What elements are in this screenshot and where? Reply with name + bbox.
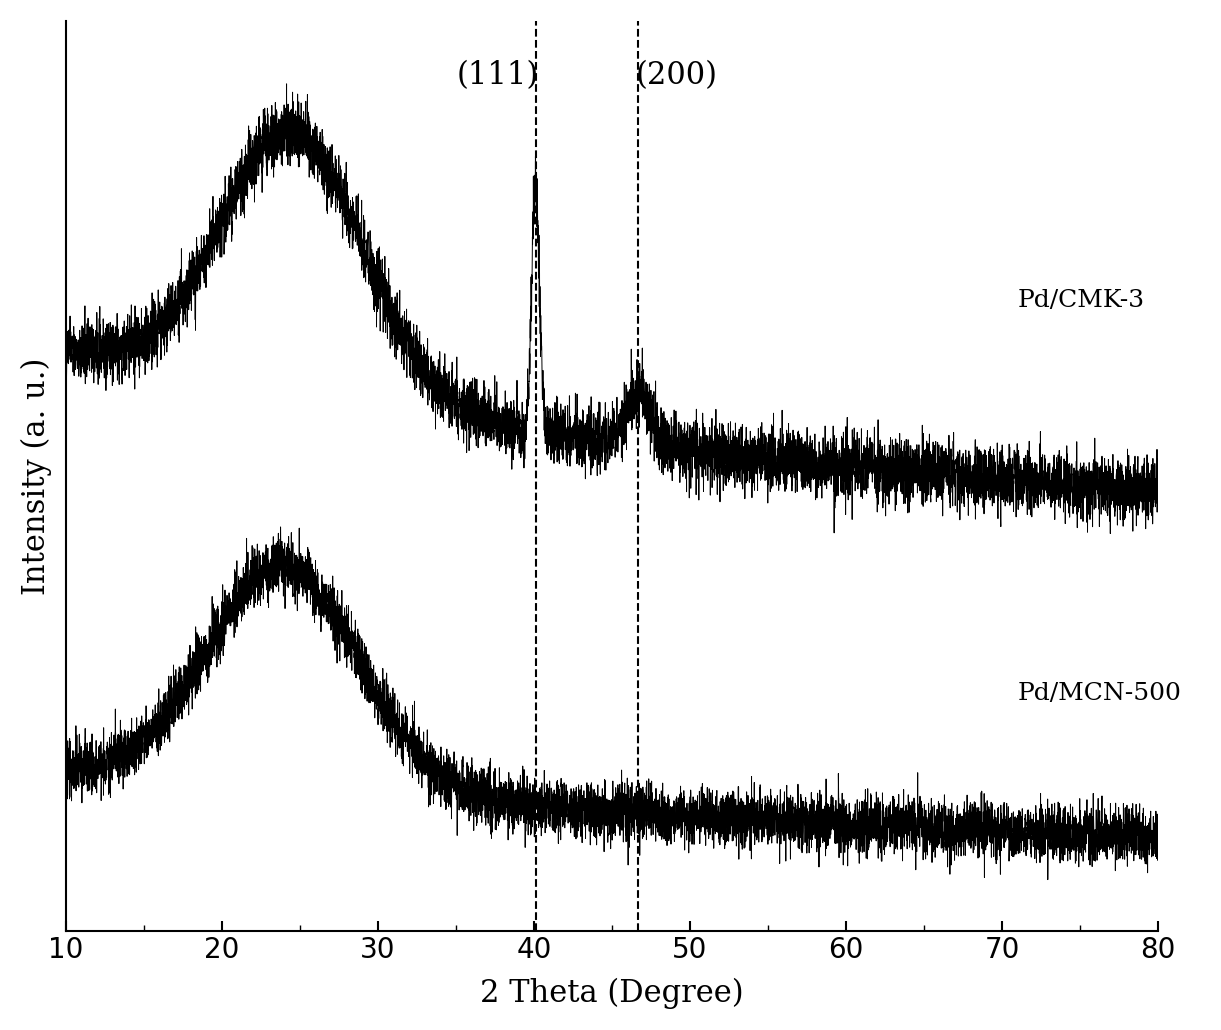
Text: Pd/MCN-500: Pd/MCN-500 <box>1017 682 1182 705</box>
Text: (111): (111) <box>457 60 538 91</box>
Text: Pd/CMK-3: Pd/CMK-3 <box>1017 289 1144 312</box>
Text: (200): (200) <box>635 60 718 91</box>
X-axis label: 2 Theta (Degree): 2 Theta (Degree) <box>480 977 744 1009</box>
Y-axis label: Intensity (a. u.): Intensity (a. u.) <box>21 357 53 594</box>
